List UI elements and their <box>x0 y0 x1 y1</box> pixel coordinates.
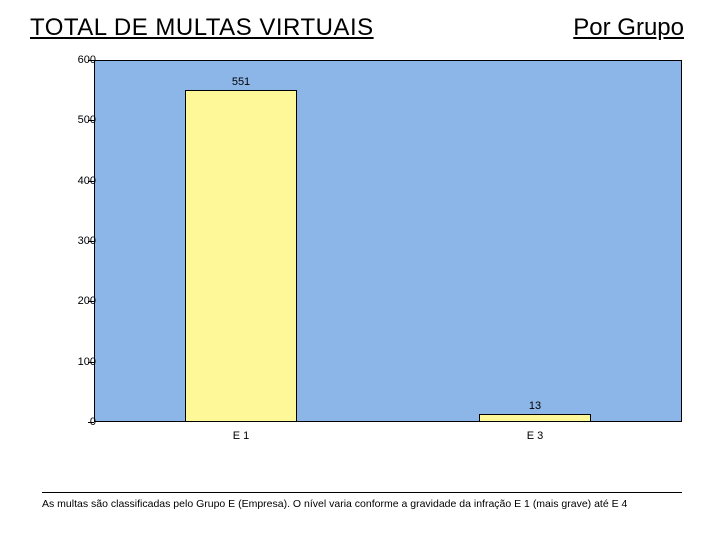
title-left: TOTAL DE MULTAS VIRTUAIS <box>30 14 374 42</box>
footer: As multas são classificadas pelo Grupo E… <box>42 492 682 512</box>
y-tick-label: 600 <box>60 54 96 66</box>
footer-text: As multas são classificadas pelo Grupo E… <box>42 497 682 512</box>
y-tick-label: 300 <box>60 235 96 247</box>
y-tick-label: 100 <box>60 356 96 368</box>
y-tick-label: 200 <box>60 295 96 307</box>
x-tick-label: E 3 <box>527 430 544 442</box>
title-right: Por Grupo <box>573 14 684 42</box>
header: TOTAL DE MULTAS VIRTUAIS Por Grupo <box>0 0 720 46</box>
bar-chart: 0 100 200 300 400 500 600 551 E 1 13 E 3 <box>54 56 690 464</box>
y-tick-label: 400 <box>60 175 96 187</box>
bar-value-label: 551 <box>232 76 250 88</box>
y-tick-label: 0 <box>60 416 96 428</box>
footer-divider <box>42 492 682 493</box>
slide: TOTAL DE MULTAS VIRTUAIS Por Grupo 0 100 2… <box>0 0 720 540</box>
x-tick-label: E 1 <box>233 430 250 442</box>
bar <box>185 90 297 422</box>
plot-background <box>94 60 682 422</box>
y-tick-label: 500 <box>60 114 96 126</box>
bar-value-label: 13 <box>529 400 541 412</box>
bar <box>479 414 591 422</box>
